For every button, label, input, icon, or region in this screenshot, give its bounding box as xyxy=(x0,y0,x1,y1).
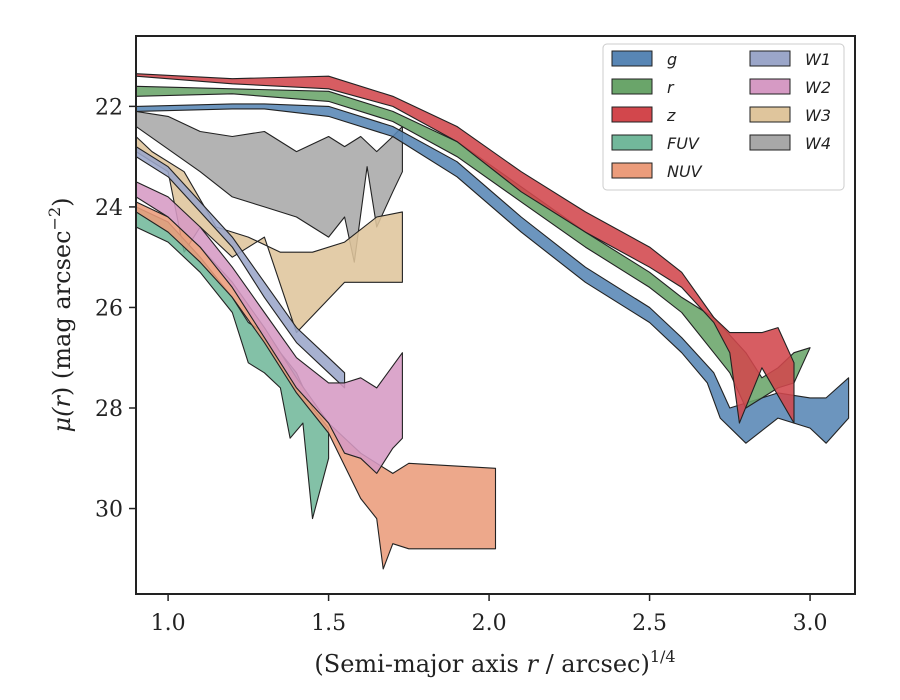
legend-label-r: r xyxy=(667,78,675,97)
legend-swatch-w2 xyxy=(749,78,791,95)
y-axis-label: μ(r) (mag arcsec−2) xyxy=(45,197,76,432)
legend-swatch-w1 xyxy=(749,50,791,67)
legend-swatch-r xyxy=(611,78,653,95)
series-z-band xyxy=(136,73,795,424)
series-w2-band xyxy=(136,181,403,474)
legend-swatch-z xyxy=(611,106,653,123)
y-tick-label: 22 xyxy=(95,95,123,120)
legend-label-z: z xyxy=(666,106,676,125)
x-tick-label: 2.0 xyxy=(472,611,507,636)
y-axis: 22 24 26 28 30 xyxy=(95,95,136,523)
legend-swatch-w4 xyxy=(749,134,791,151)
y-tick-label: 26 xyxy=(95,296,123,321)
legend-label-w4: W4 xyxy=(805,134,831,153)
legend-swatch-g xyxy=(611,50,653,67)
legend-swatch-nuv xyxy=(611,162,653,179)
x-tick-label: 3.0 xyxy=(793,611,828,636)
legend-label-fuv: FUV xyxy=(667,134,700,153)
series-w1-band xyxy=(136,146,346,389)
legend-label-w2: W2 xyxy=(805,78,831,97)
x-tick-label: 1.0 xyxy=(151,611,186,636)
y-tick-label: 30 xyxy=(95,498,123,523)
x-axis: 1.0 1.5 2.0 2.5 3.0 xyxy=(151,594,828,636)
series-w3-band xyxy=(136,135,403,334)
legend-swatch-fuv xyxy=(611,134,653,151)
legend-label-g: g xyxy=(667,50,677,69)
series-g-band xyxy=(136,103,850,444)
series-layer xyxy=(136,73,850,570)
plot-frame xyxy=(135,35,856,595)
legend-label-w3: W3 xyxy=(805,106,831,125)
y-tick-label: 28 xyxy=(95,397,123,422)
legend-swatch-w3 xyxy=(749,106,791,123)
x-axis-label: (Semi-major axis r / arcsec)1/4 xyxy=(314,647,675,678)
legend-label-w1: W1 xyxy=(805,50,831,69)
legend-label-nuv: NUV xyxy=(667,162,703,181)
x-tick-label: 1.5 xyxy=(311,611,346,636)
x-tick-label: 2.5 xyxy=(632,611,667,636)
y-tick-label: 24 xyxy=(95,196,123,221)
legend: grz FUV NUV W1 W2 W3 W4 xyxy=(602,43,845,191)
